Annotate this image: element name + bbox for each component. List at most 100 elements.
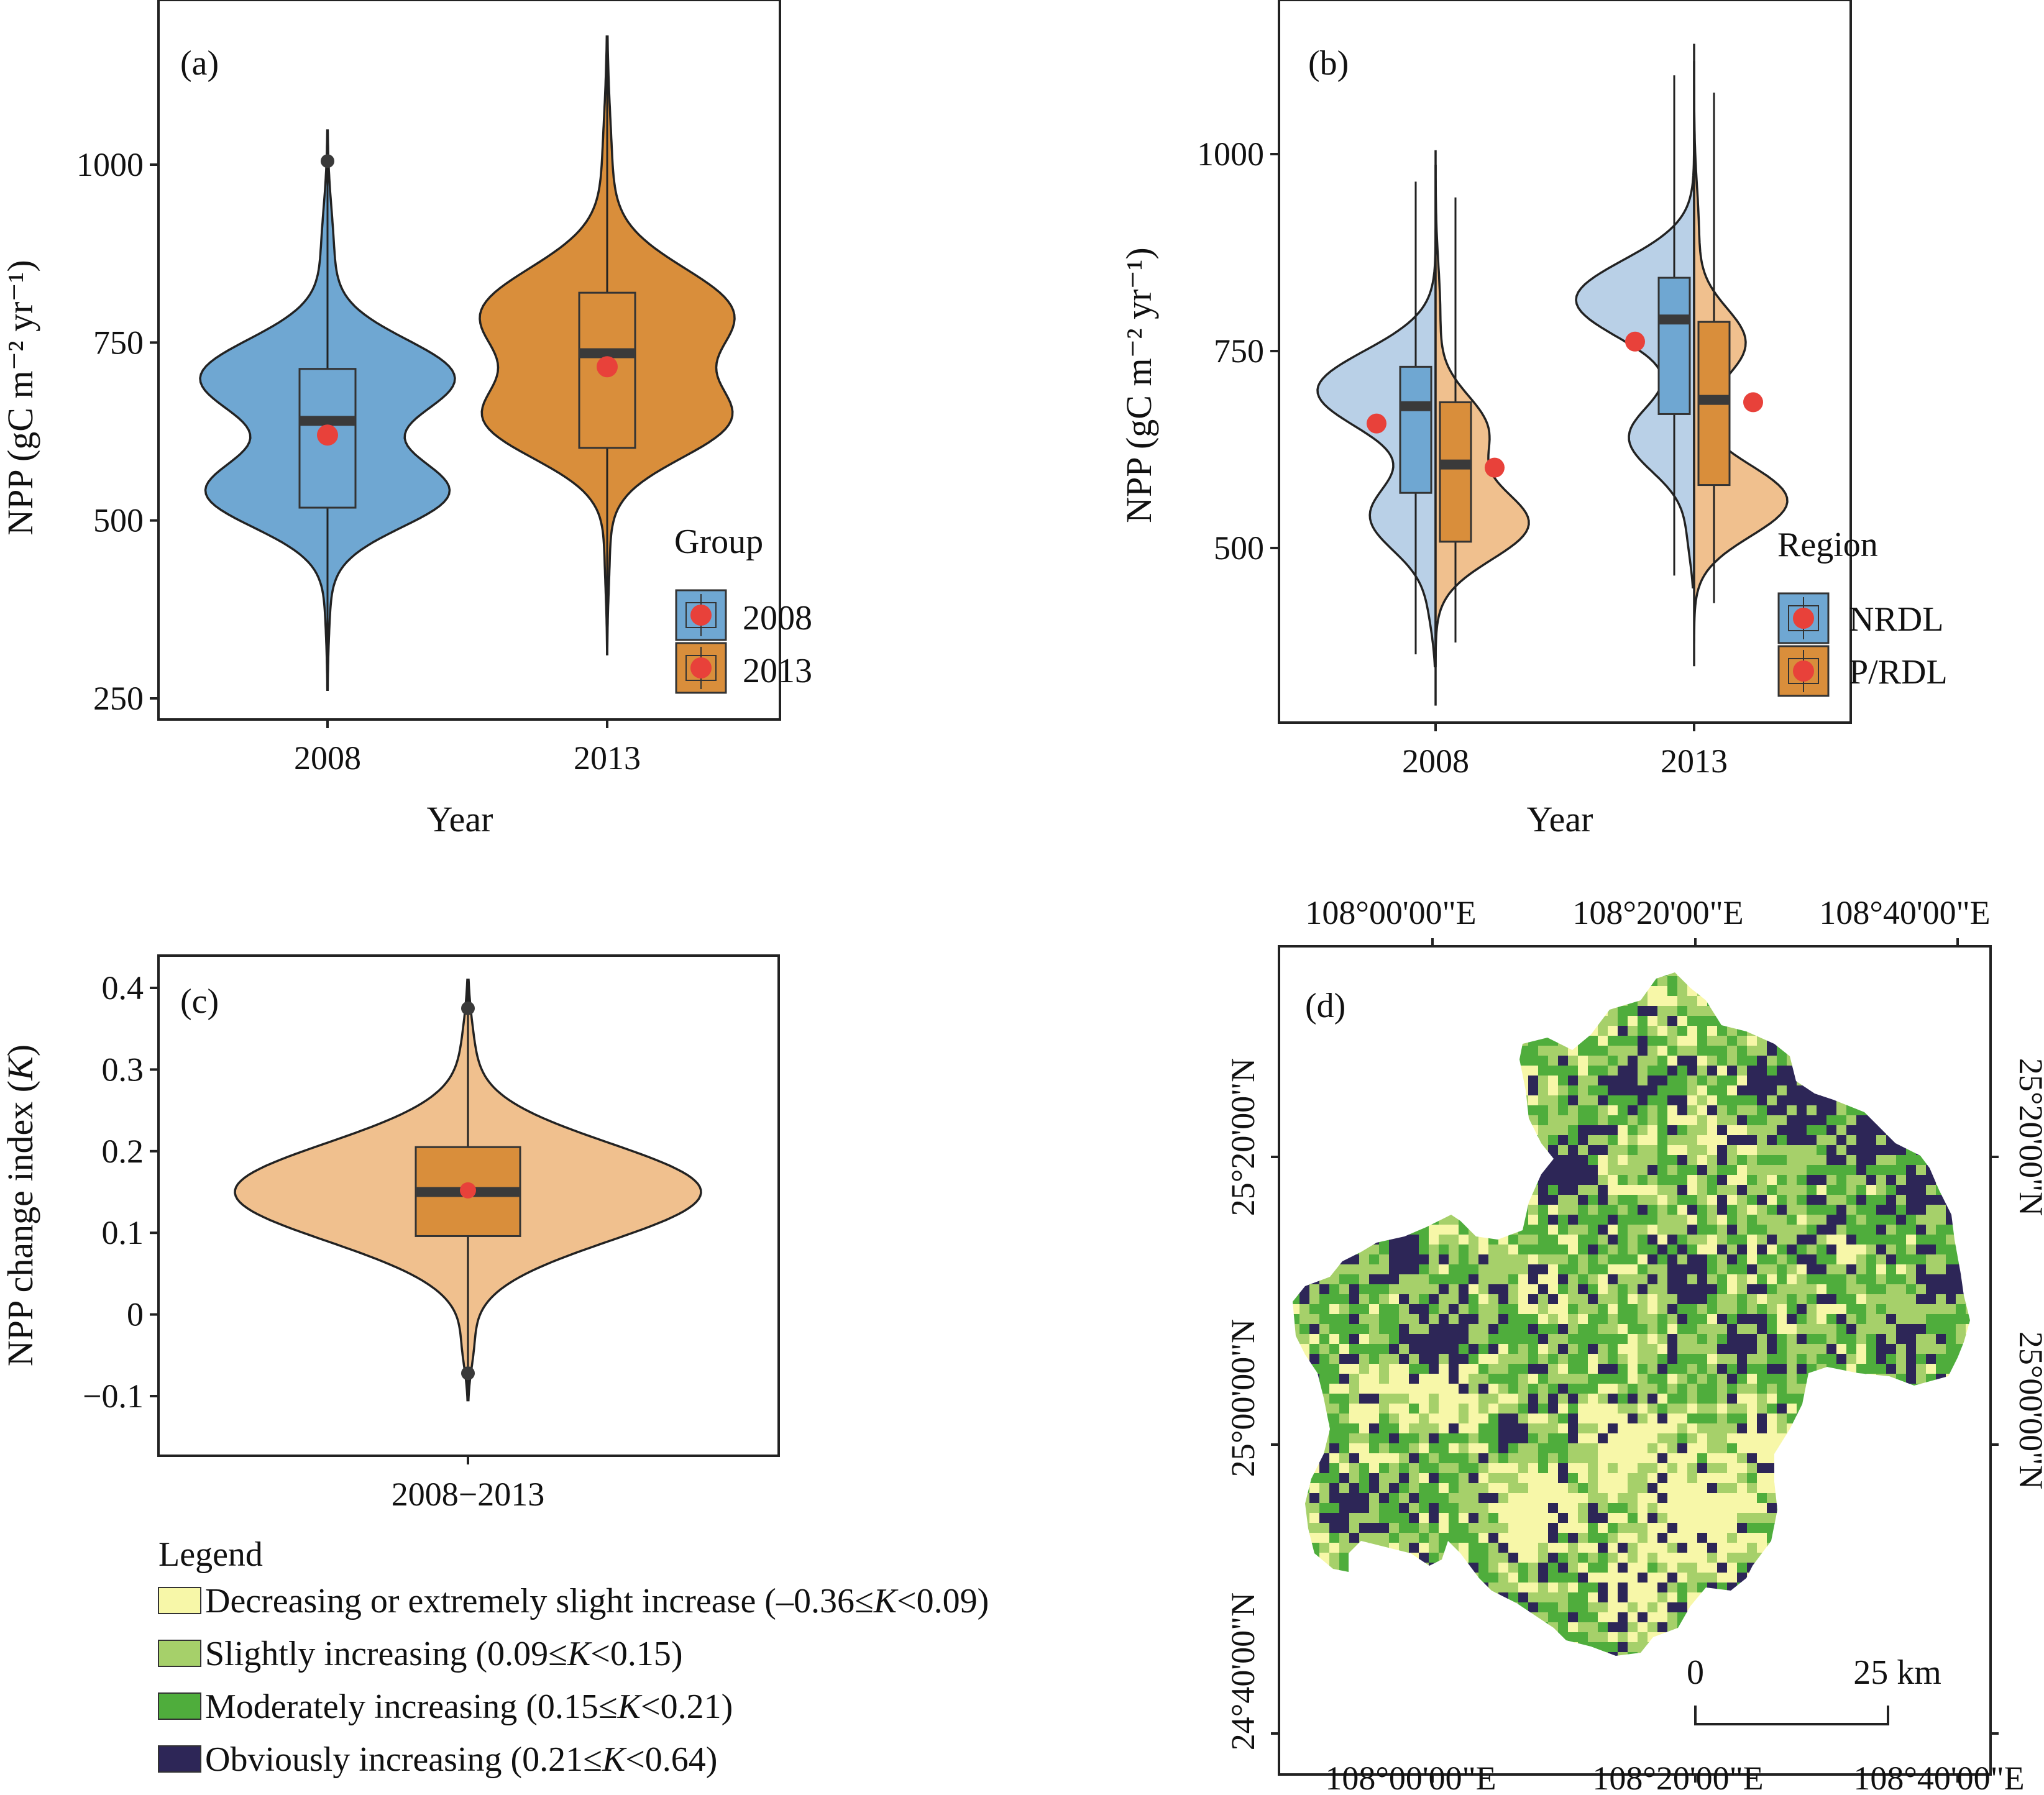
mean-point-2008-2013 (460, 1182, 476, 1199)
raster-cell (1797, 972, 1807, 977)
raster-cell (1648, 1155, 1658, 1166)
raster-cell (1628, 1592, 1638, 1603)
raster-cell (1568, 1026, 1579, 1036)
raster-cell (1628, 1632, 1638, 1643)
raster-cell (1906, 1642, 1917, 1653)
raster-cell (1697, 1314, 1708, 1325)
raster-cell (1319, 1304, 1330, 1315)
raster-cell (1697, 1274, 1708, 1285)
raster-cell (1299, 1215, 1310, 1225)
raster-cell (1538, 1304, 1549, 1315)
raster-cell (1727, 1314, 1738, 1325)
raster-cell (1956, 1016, 1966, 1026)
raster-cell (1826, 1274, 1837, 1285)
raster-cell (1757, 1165, 1767, 1176)
raster-cell (1389, 1175, 1400, 1185)
raster-cell (1478, 1642, 1489, 1653)
raster-cell (1886, 976, 1897, 987)
raster-cell (1886, 996, 1897, 1007)
raster-cell (1707, 986, 1718, 997)
raster-cell (1896, 1573, 1907, 1583)
raster-cell (1687, 1085, 1698, 1096)
raster-cell (1677, 1543, 1688, 1553)
raster-cell (1439, 1364, 1449, 1374)
raster-cell (1369, 1026, 1380, 1036)
raster-cell (1459, 1274, 1469, 1285)
raster-cell (1826, 1066, 1837, 1076)
raster-cell (1309, 1056, 1320, 1066)
raster-cell (1293, 1314, 1300, 1325)
raster-cell (1379, 1443, 1390, 1454)
raster-cell (1409, 1404, 1419, 1414)
raster-cell (1478, 1235, 1489, 1245)
raster-cell (1389, 1453, 1400, 1464)
raster-cell (1737, 1483, 1748, 1494)
raster-cell (1916, 1215, 1927, 1225)
raster-cell (1936, 1125, 1946, 1136)
raster-cell (1767, 1175, 1777, 1185)
raster-cell (1329, 1046, 1340, 1056)
raster-cell (1558, 1553, 1569, 1563)
raster-cell (1578, 996, 1588, 1007)
raster-cell (1369, 1135, 1380, 1146)
raster-cell (1518, 1066, 1529, 1076)
raster-cell (1538, 976, 1549, 987)
raster-cell (1518, 1523, 1529, 1533)
raster-cell (1777, 1175, 1787, 1185)
raster-cell (1856, 1235, 1867, 1245)
raster-cell (1608, 1592, 1618, 1603)
raster-cell (1628, 1205, 1638, 1215)
raster-cell (1797, 1205, 1807, 1215)
raster-cell (1469, 1583, 1479, 1593)
raster-cell (1956, 1026, 1966, 1036)
raster-cell (1886, 1523, 1897, 1533)
raster-cell (1717, 1105, 1728, 1116)
raster-cell (1299, 1652, 1310, 1656)
raster-cell (1697, 1056, 1708, 1066)
raster-cell (1777, 1622, 1787, 1633)
raster-cell (1518, 1423, 1529, 1434)
raster-cell (1618, 1155, 1628, 1166)
raster-cell (1697, 1423, 1708, 1434)
raster-cell (1807, 1274, 1817, 1285)
raster-cell (1459, 1364, 1469, 1374)
raster-cell (1548, 1155, 1559, 1166)
raster-cell (1409, 1155, 1419, 1166)
raster-cell (1439, 1155, 1449, 1166)
raster-cell (1598, 1503, 1608, 1514)
raster-cell (1628, 1563, 1638, 1573)
raster-cell (1817, 1036, 1827, 1046)
raster-cell (1767, 1215, 1777, 1225)
raster-cell (1747, 1076, 1758, 1086)
raster-cell (1369, 1622, 1380, 1633)
raster-cell (1459, 1423, 1469, 1434)
raster-cell (1717, 1632, 1728, 1643)
legend-key-dot-b1 (1793, 660, 1814, 682)
raster-cell (1747, 996, 1758, 1007)
raster-cell (1707, 1583, 1718, 1593)
raster-cell (1538, 1175, 1549, 1185)
raster-cell (1946, 1543, 1956, 1553)
raster-cell (1568, 1523, 1579, 1533)
raster-cell (1906, 1245, 1917, 1255)
raster-cell (1548, 1384, 1559, 1394)
raster-cell (1518, 1115, 1529, 1126)
raster-cell (1578, 1364, 1588, 1374)
raster-cell (1399, 976, 1409, 987)
raster-cell (1747, 1125, 1758, 1136)
raster-cell (1389, 1215, 1400, 1225)
raster-cell (1409, 1423, 1419, 1434)
raster-cell (1876, 1225, 1887, 1235)
raster-cell (1399, 1622, 1409, 1633)
raster-cell (1369, 1642, 1380, 1653)
raster-cell (1558, 1205, 1569, 1215)
raster-cell (1548, 1245, 1559, 1255)
raster-cell (1946, 1523, 1956, 1533)
raster-cell (1667, 1016, 1678, 1026)
raster-cell (1707, 1364, 1718, 1374)
raster-cell (1538, 1294, 1549, 1305)
raster-cell (1657, 1543, 1668, 1553)
raster-cell (1856, 1394, 1867, 1404)
raster-cell (1767, 1354, 1777, 1364)
raster-cell (1538, 1264, 1549, 1275)
